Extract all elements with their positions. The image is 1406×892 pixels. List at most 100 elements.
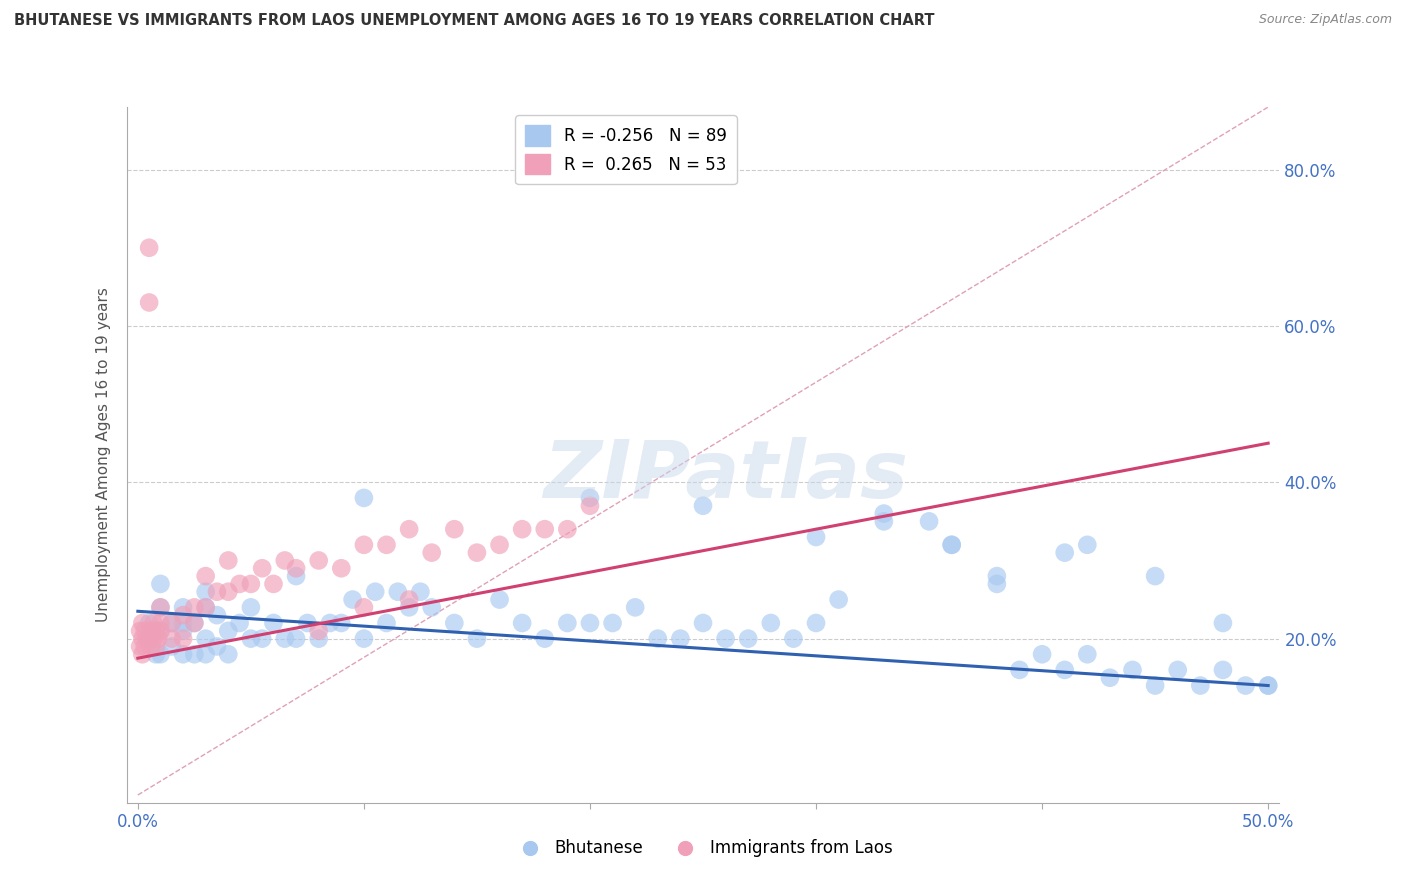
Point	[364, 584, 387, 599]
Point	[375, 538, 398, 552]
Point	[217, 584, 239, 599]
Point	[353, 632, 375, 646]
Point	[134, 624, 156, 638]
Point	[465, 546, 488, 560]
Point	[1008, 663, 1031, 677]
Point	[160, 615, 183, 630]
Y-axis label: Unemployment Among Ages 16 to 19 years: Unemployment Among Ages 16 to 19 years	[96, 287, 111, 623]
Point	[149, 624, 172, 638]
Legend: Bhutanese, Immigrants from Laos: Bhutanese, Immigrants from Laos	[506, 833, 900, 864]
Point	[160, 615, 183, 630]
Point	[759, 615, 782, 630]
Point	[205, 608, 228, 623]
Point	[228, 577, 250, 591]
Text: ZIPatlas: ZIPatlas	[544, 437, 908, 515]
Point	[488, 592, 510, 607]
Point	[129, 640, 152, 654]
Point	[398, 522, 420, 536]
Point	[873, 514, 896, 528]
Point	[172, 647, 194, 661]
Point	[205, 584, 228, 599]
Point	[274, 632, 297, 646]
Point	[217, 647, 239, 661]
Point	[239, 600, 262, 615]
Point	[145, 640, 167, 654]
Point	[134, 640, 156, 654]
Point	[183, 600, 205, 615]
Point	[263, 577, 285, 591]
Point	[145, 624, 167, 638]
Point	[138, 615, 160, 630]
Point	[250, 561, 273, 575]
Point	[579, 499, 602, 513]
Point	[129, 624, 152, 638]
Point	[342, 592, 364, 607]
Point	[160, 632, 183, 646]
Point	[308, 632, 330, 646]
Point	[398, 600, 420, 615]
Point	[579, 491, 602, 505]
Point	[183, 615, 205, 630]
Point	[918, 514, 941, 528]
Point	[217, 624, 239, 638]
Point	[804, 530, 827, 544]
Point	[183, 647, 205, 661]
Point	[557, 615, 579, 630]
Point	[1257, 679, 1279, 693]
Point	[420, 546, 443, 560]
Point	[375, 615, 398, 630]
Point	[1076, 538, 1098, 552]
Point	[194, 584, 217, 599]
Point	[142, 615, 165, 630]
Point	[194, 600, 217, 615]
Point	[1098, 671, 1121, 685]
Point	[409, 584, 432, 599]
Point	[297, 615, 319, 630]
Point	[141, 624, 163, 638]
Point	[1212, 615, 1234, 630]
Point	[579, 615, 602, 630]
Point	[533, 632, 555, 646]
Point	[1031, 647, 1053, 661]
Point	[308, 553, 330, 567]
Point	[308, 624, 330, 638]
Point	[135, 632, 157, 646]
Point	[1053, 663, 1076, 677]
Point	[149, 647, 172, 661]
Point	[148, 632, 170, 646]
Point	[1212, 663, 1234, 677]
Point	[1121, 663, 1143, 677]
Point	[986, 577, 1008, 591]
Point	[149, 624, 172, 638]
Point	[941, 538, 963, 552]
Point	[510, 615, 533, 630]
Point	[782, 632, 804, 646]
Point	[624, 600, 647, 615]
Point	[1189, 679, 1212, 693]
Point	[138, 241, 160, 255]
Point	[183, 615, 205, 630]
Point	[353, 600, 375, 615]
Point	[714, 632, 737, 646]
Point	[557, 522, 579, 536]
Point	[131, 632, 153, 646]
Point	[172, 600, 194, 615]
Point	[804, 615, 827, 630]
Point	[131, 615, 153, 630]
Point	[239, 632, 262, 646]
Point	[398, 592, 420, 607]
Point	[692, 499, 714, 513]
Point	[228, 615, 250, 630]
Point	[285, 569, 308, 583]
Point	[194, 600, 217, 615]
Point	[149, 600, 172, 615]
Point	[285, 632, 308, 646]
Point	[692, 615, 714, 630]
Point	[1144, 679, 1167, 693]
Point	[873, 507, 896, 521]
Point	[1257, 679, 1279, 693]
Text: BHUTANESE VS IMMIGRANTS FROM LAOS UNEMPLOYMENT AMONG AGES 16 TO 19 YEARS CORRELA: BHUTANESE VS IMMIGRANTS FROM LAOS UNEMPL…	[14, 13, 935, 29]
Point	[1076, 647, 1098, 661]
Point	[149, 600, 172, 615]
Point	[194, 632, 217, 646]
